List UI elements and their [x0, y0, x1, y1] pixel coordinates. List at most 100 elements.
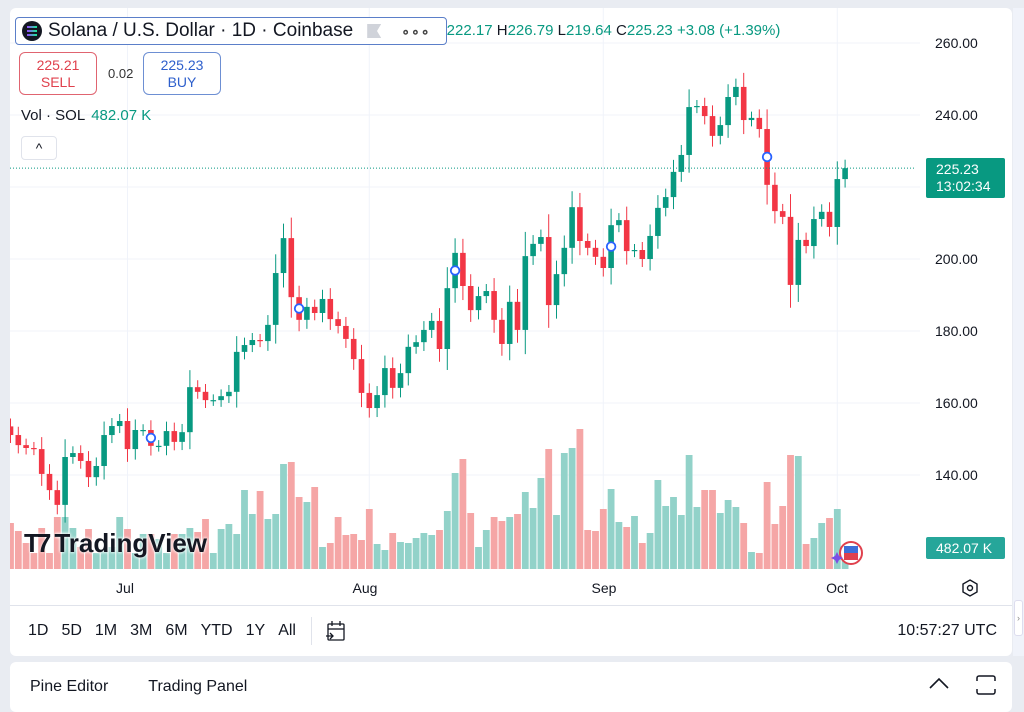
candle-body	[85, 460, 92, 478]
volume-bar	[506, 517, 514, 569]
chevron-up-icon[interactable]	[928, 676, 950, 690]
maximize-icon[interactable]	[975, 674, 997, 696]
high-value: 226.79	[507, 22, 554, 39]
volume-bar	[217, 529, 225, 569]
volume-bar	[131, 553, 139, 569]
tab-trading-panel[interactable]: Trading Panel	[148, 678, 248, 695]
price-tick: 140.00	[935, 467, 978, 483]
volume-bar	[732, 507, 740, 569]
range-3m[interactable]: 3M	[130, 622, 153, 639]
sparkle-icon	[831, 552, 843, 564]
bar-countdown: 13:02:34	[936, 178, 991, 194]
candle-body	[77, 453, 84, 461]
volume-bar	[295, 497, 303, 569]
range-ytd[interactable]: YTD	[200, 622, 233, 639]
volume-bar	[638, 543, 646, 569]
volume-bar	[233, 534, 241, 569]
candle-body	[101, 435, 107, 466]
range-6m[interactable]: 6M	[165, 622, 188, 639]
high-label: H	[496, 22, 508, 39]
sell-label: SELL	[40, 74, 76, 90]
candle-body	[405, 346, 412, 374]
volume-bar	[498, 521, 506, 569]
time-label: Oct	[826, 580, 848, 596]
candle-body	[421, 329, 427, 343]
candle-body	[124, 421, 131, 450]
candle-body	[748, 117, 755, 121]
volume-bar	[599, 509, 607, 569]
candle-body	[694, 106, 700, 108]
expand-sidebar-handle[interactable]: ›	[1014, 600, 1023, 636]
candle-body	[194, 387, 201, 392]
volume-bar	[92, 553, 100, 569]
range-5d[interactable]: 5D	[61, 622, 82, 639]
candle-body	[304, 306, 310, 320]
volume-bar	[607, 489, 615, 569]
candle-body	[600, 256, 607, 268]
volume-bar	[46, 553, 53, 569]
volume-bar	[482, 530, 490, 569]
candle-body	[241, 345, 248, 352]
chart-panel[interactable]: Solana / U.S. Dollar · 1D · Coinbase ∘∘∘…	[10, 8, 1012, 656]
time-label: Sep	[591, 580, 617, 596]
volume-bar	[521, 492, 529, 569]
volume-bar	[631, 516, 638, 569]
volume-bar	[264, 519, 272, 569]
volume-bar	[740, 523, 748, 569]
candle-body	[31, 448, 37, 450]
volume-bar	[116, 517, 124, 569]
candle-body	[787, 216, 794, 285]
event-marker-icon[interactable]	[605, 241, 617, 252]
volume-bar	[287, 462, 295, 569]
symbol-info-button[interactable]: Solana / U.S. Dollar · 1D · Coinbase ∘∘∘	[15, 17, 447, 45]
volume-bar	[61, 517, 69, 569]
volume-bar	[537, 478, 545, 569]
volume-bar	[553, 515, 560, 569]
candle-body	[725, 97, 731, 126]
volume-bar	[139, 534, 147, 569]
spread-value: 0.02	[108, 66, 134, 81]
time-label: Jul	[116, 580, 134, 596]
candle-body	[584, 241, 591, 248]
price-chart[interactable]	[10, 8, 1012, 605]
volume-bar	[373, 544, 381, 569]
more-options-icon[interactable]: ∘∘∘	[401, 22, 431, 39]
volume-bar	[77, 547, 85, 569]
candle-body	[46, 473, 53, 491]
range-all[interactable]: All	[278, 622, 296, 639]
volume-bar	[178, 534, 186, 569]
volume-legend[interactable]: Vol · SOL 482.07 K	[21, 107, 151, 124]
volume-bar	[818, 523, 826, 569]
buy-button[interactable]: 225.23 BUY	[143, 52, 221, 95]
event-marker-icon[interactable]	[761, 151, 773, 163]
volume-bar	[248, 514, 256, 569]
go-to-date-calendar-icon[interactable]	[324, 619, 348, 643]
candle-body	[499, 319, 505, 344]
candle-body	[389, 368, 396, 388]
range-1y[interactable]: 1Y	[245, 622, 266, 639]
price-tick: 180.00	[935, 323, 978, 339]
range-1d[interactable]: 1D	[28, 622, 49, 639]
volume-bar	[576, 429, 584, 569]
timezone-clock[interactable]: 10:57:27 UTC	[897, 622, 997, 639]
volume-bar	[209, 553, 217, 569]
range-1m[interactable]: 1M	[94, 622, 118, 639]
volume-bar	[451, 473, 459, 569]
sell-button[interactable]: 225.21 SELL	[19, 52, 97, 95]
flag-icon[interactable]	[367, 24, 382, 38]
tab-pine-editor[interactable]: Pine Editor	[30, 678, 109, 695]
volume-bar	[654, 480, 662, 569]
tradingview-logo[interactable]: T7 TradingView	[24, 528, 207, 559]
event-marker-icon[interactable]	[449, 265, 461, 276]
event-marker-icon[interactable]	[293, 303, 305, 314]
candle-body	[826, 211, 833, 227]
event-marker-icon[interactable]	[145, 432, 157, 444]
axis-settings-icon[interactable]	[961, 579, 979, 597]
collapse-legend-button[interactable]: ^	[21, 136, 57, 160]
candle-body	[678, 154, 685, 172]
volume-bar	[163, 553, 170, 569]
candle-body	[506, 301, 513, 344]
candle-body	[413, 342, 419, 347]
tradingview-mark-icon: T7	[24, 528, 51, 558]
volume-bar	[30, 553, 38, 569]
